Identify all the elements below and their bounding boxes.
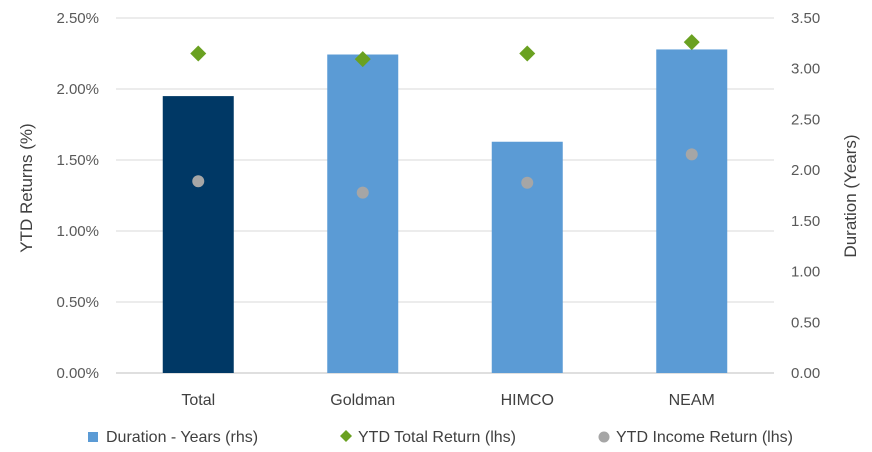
legend-swatch-circle (598, 431, 610, 443)
income-return-point (685, 148, 698, 161)
income-return-point (192, 175, 205, 188)
income-return-point (356, 186, 369, 199)
legend-label: YTD Total Return (lhs) (358, 429, 516, 446)
category-label: NEAM (669, 392, 715, 409)
total-return-point (683, 34, 700, 51)
left-tick-label: 1.50% (56, 152, 99, 169)
left-tick-label: 0.50% (56, 294, 99, 311)
return-markers (190, 34, 700, 199)
total-return-point (190, 45, 207, 62)
legend-swatch-diamond (340, 430, 352, 442)
right-tick-label: 3.50 (791, 10, 820, 27)
legend-label: YTD Income Return (lhs) (616, 429, 793, 446)
right-axis-title: Duration (Years) (841, 134, 860, 257)
duration-bar-goldman (327, 54, 399, 374)
right-tick-label: 1.00 (791, 264, 820, 281)
left-axis-ticks: 0.00% 0.50% 1.00% 1.50% 2.00% 2.50% (56, 10, 99, 382)
duration-bar-neam (656, 49, 728, 373)
duration-bar-total (162, 96, 234, 373)
left-tick-label: 1.00% (56, 223, 99, 240)
right-tick-label: 0.50 (791, 314, 820, 331)
category-label: Total (181, 392, 215, 409)
category-label: HIMCO (501, 392, 554, 409)
left-tick-label: 2.50% (56, 10, 99, 27)
legend-swatch-bar (88, 432, 98, 442)
right-tick-label: 2.50 (791, 111, 820, 128)
category-labels: Total Goldman HIMCO NEAM (181, 392, 715, 409)
left-tick-label: 2.00% (56, 81, 99, 98)
right-tick-label: 1.50 (791, 213, 820, 230)
income-return-point (521, 176, 534, 189)
right-axis-ticks: 0.00 0.50 1.00 1.50 2.00 2.50 3.00 3.50 (791, 10, 820, 382)
legend-label: Duration - Years (rhs) (106, 429, 258, 446)
duration-bar-himco (491, 141, 563, 373)
right-tick-label: 0.00 (791, 365, 820, 382)
left-axis-title: YTD Returns (%) (17, 123, 36, 252)
duration-bars (162, 49, 728, 374)
left-tick-label: 0.00% (56, 365, 99, 382)
legend: Duration - Years (rhs) YTD Total Return (… (88, 429, 793, 446)
right-tick-label: 2.00 (791, 162, 820, 179)
right-tick-label: 3.00 (791, 61, 820, 78)
total-return-point (354, 51, 371, 68)
total-return-point (519, 45, 536, 62)
category-label: Goldman (330, 392, 395, 409)
